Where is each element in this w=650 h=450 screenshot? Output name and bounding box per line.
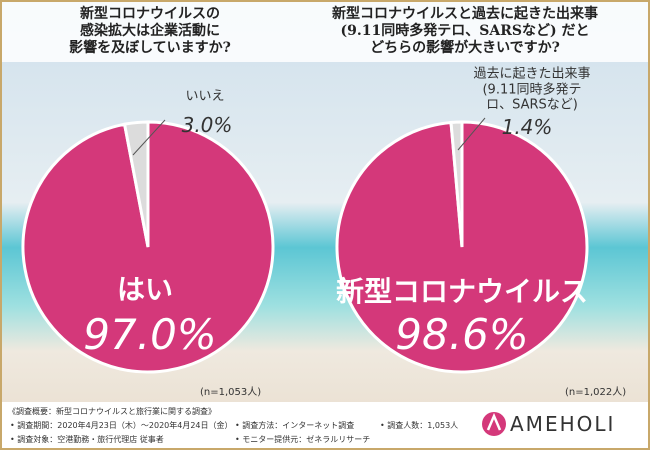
slice-label: はい	[116, 273, 174, 307]
value-label: 97.0%	[83, 309, 217, 359]
pie-slice	[122, 120, 150, 248]
slice-label: 新型コロナウイルス	[335, 275, 589, 309]
footer-item: • モニター提供元：ゼネラルリサーチ	[235, 435, 371, 444]
value-label: 1.4%	[501, 115, 553, 139]
sample-note: (n=1,053人)	[200, 387, 262, 398]
logo: AMEHOLI	[510, 412, 616, 436]
value-label: 98.6%	[395, 309, 529, 359]
logo-icon	[482, 412, 506, 436]
sample-note: (n=1,022人)	[565, 387, 627, 398]
leader-line	[132, 119, 166, 156]
footer-item: • 調査対象：空港勤務・旅行代理店 従事者	[10, 435, 164, 444]
chart-title: 新型コロナウイルスの 感染拡大は企業活動に 影響を及ぼしていますか?	[69, 6, 231, 56]
footer-item: • 調査方法：インターネット調査	[235, 421, 355, 430]
value-label: 3.0%	[181, 113, 233, 137]
footer-item: • 調査期間：2020年4月23日（木）〜2020年4月24日（金）	[10, 421, 233, 430]
slice-label: 過去に起きた出来事 (9.11同時多発テロ、SARSなど)	[473, 66, 591, 113]
slice-label: いいえ	[185, 89, 225, 105]
leader-line	[457, 117, 486, 151]
footer-item: • 調査人数：1,053人	[380, 421, 459, 430]
footer-title: 《調査概要：新型コロナウイルスと旅行業に関する調査》	[8, 407, 216, 416]
pie-slice	[449, 120, 464, 248]
chart-title: 新型コロナウイルスと過去に起きた出来事 (9.11同時多発テロ、SARSなど) …	[332, 6, 598, 56]
